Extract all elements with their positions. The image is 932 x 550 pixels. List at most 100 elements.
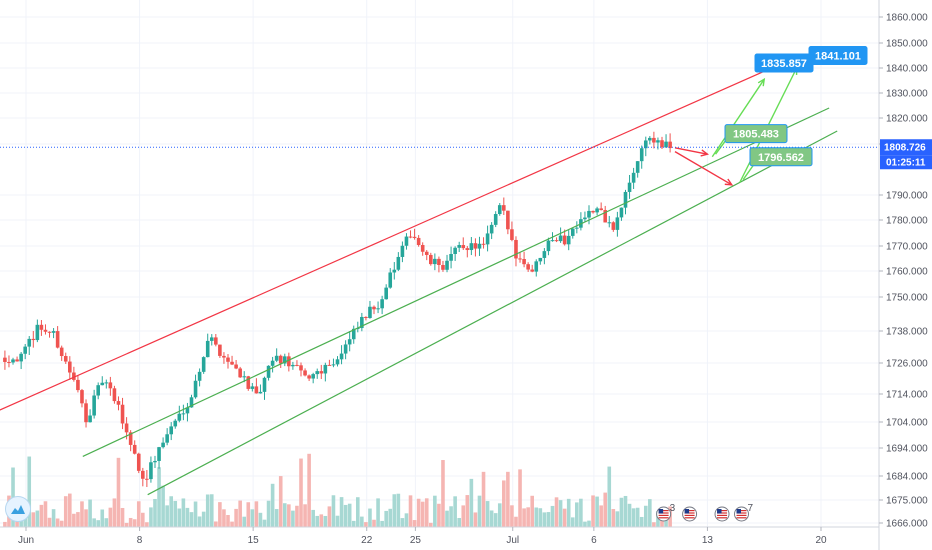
volume-bar bbox=[209, 494, 214, 527]
volume-bar bbox=[538, 508, 543, 527]
flag-stripe bbox=[736, 512, 747, 514]
volume-bar bbox=[161, 485, 165, 527]
volume-bar bbox=[408, 495, 413, 527]
us-flag-icon[interactable] bbox=[682, 506, 698, 522]
volume-bar bbox=[47, 517, 52, 527]
volume-bar bbox=[591, 495, 595, 527]
volume-bar bbox=[376, 498, 380, 527]
candle-body bbox=[222, 355, 226, 358]
volume-bar bbox=[31, 512, 36, 527]
candle-body bbox=[623, 191, 628, 208]
volume-bar bbox=[372, 519, 376, 527]
volume-bar bbox=[201, 511, 206, 527]
annotation-label-box[interactable] bbox=[749, 147, 813, 167]
volume-bar bbox=[493, 513, 498, 527]
volume-bar bbox=[27, 456, 32, 527]
volume-bar bbox=[230, 521, 234, 527]
candle-body bbox=[558, 235, 563, 242]
candle-body bbox=[493, 214, 498, 225]
candle-body bbox=[185, 407, 190, 414]
y-tick-label: 1830.000 bbox=[886, 89, 928, 100]
volume-bar bbox=[226, 515, 230, 527]
volume-bar bbox=[315, 515, 320, 527]
price-axis[interactable]: 1860.000 1850.000 1840.000 1830.000 1820.000… bbox=[878, 0, 932, 550]
candle-body bbox=[169, 426, 174, 435]
green-arrow-1[interactable] bbox=[711, 78, 765, 158]
annotation-labels[interactable]: 1841.101 1835.857 1805.483 1796.562 bbox=[724, 46, 868, 167]
trendlines[interactable] bbox=[0, 59, 838, 496]
candle-body bbox=[112, 388, 117, 402]
current-price-badge[interactable] bbox=[880, 139, 932, 156]
tradingview-logo-icon[interactable] bbox=[5, 496, 31, 522]
y-tick-label: 1840.000 bbox=[886, 64, 928, 75]
upper-channel-line[interactable] bbox=[0, 59, 789, 417]
volume-bar bbox=[153, 498, 157, 527]
us-flag-icon[interactable]: 7 bbox=[734, 503, 754, 522]
candle-body bbox=[514, 239, 518, 259]
volume-bar bbox=[526, 507, 530, 527]
candle-body bbox=[599, 208, 603, 211]
volume-bar bbox=[664, 515, 668, 527]
candle-body bbox=[234, 364, 238, 369]
annotation-label-box[interactable] bbox=[724, 124, 788, 144]
us-flag-icon[interactable]: 3 bbox=[656, 503, 676, 522]
candle-body bbox=[396, 256, 401, 270]
y-tick-label: 1820.000 bbox=[886, 114, 928, 125]
flag-stripe bbox=[684, 517, 695, 519]
candle-body bbox=[278, 355, 283, 364]
flag-stripe bbox=[736, 514, 747, 516]
candle-body bbox=[173, 420, 178, 427]
volume-bar bbox=[453, 496, 457, 527]
lower-channel-line[interactable] bbox=[147, 130, 838, 496]
candle-body bbox=[631, 172, 636, 183]
x-tick-label: Jun bbox=[18, 535, 34, 546]
volume-bar bbox=[254, 501, 259, 527]
volume-bar bbox=[278, 476, 283, 527]
candle-body bbox=[165, 434, 169, 443]
volume-bar bbox=[627, 503, 632, 527]
candle-body bbox=[161, 442, 165, 448]
candle-body bbox=[465, 248, 470, 251]
candle-body bbox=[335, 359, 340, 365]
candle-body bbox=[611, 222, 616, 230]
annotation-label-box[interactable] bbox=[754, 53, 814, 73]
candle-body bbox=[295, 364, 299, 366]
y-tick-label: 1714.000 bbox=[886, 390, 928, 401]
volume-bar bbox=[388, 508, 393, 527]
red-arrow-2[interactable] bbox=[674, 151, 733, 186]
volume-bar bbox=[424, 498, 429, 527]
volume-bar bbox=[599, 505, 603, 527]
volume-bar bbox=[128, 517, 133, 527]
red-arrow-1[interactable] bbox=[674, 147, 708, 155]
volume-bar bbox=[506, 471, 510, 527]
candle-body bbox=[404, 236, 409, 246]
candlestick-series bbox=[3, 131, 672, 487]
candle-body bbox=[489, 224, 494, 234]
volume-bar bbox=[80, 501, 84, 527]
candle-body bbox=[238, 368, 242, 378]
volume-bar bbox=[108, 507, 113, 527]
flag-stripe bbox=[717, 510, 728, 512]
volume-bar bbox=[35, 510, 40, 527]
candle-body bbox=[274, 355, 279, 361]
volume-bar bbox=[562, 508, 567, 527]
countdown-label: 01:25:11 bbox=[886, 158, 926, 169]
candle-body bbox=[664, 141, 668, 148]
candle-body bbox=[506, 210, 510, 230]
volume-bar bbox=[416, 498, 421, 527]
volume-bar bbox=[449, 506, 453, 527]
volume-bar bbox=[465, 495, 470, 527]
candle-body bbox=[96, 385, 100, 396]
volume-bar bbox=[534, 507, 539, 527]
us-flag-icon[interactable] bbox=[714, 506, 730, 522]
candle-body bbox=[214, 337, 218, 345]
candle-body bbox=[339, 353, 344, 360]
middle-channel-line[interactable] bbox=[82, 107, 830, 457]
time-axis[interactable]: Jun 8 15 22 25 Jul 6 13 20 bbox=[0, 526, 879, 546]
candle-body bbox=[343, 344, 348, 354]
volume-bar bbox=[92, 518, 96, 527]
volume-bar bbox=[323, 515, 328, 527]
annotation-label-text: 1796.562 bbox=[758, 152, 804, 164]
